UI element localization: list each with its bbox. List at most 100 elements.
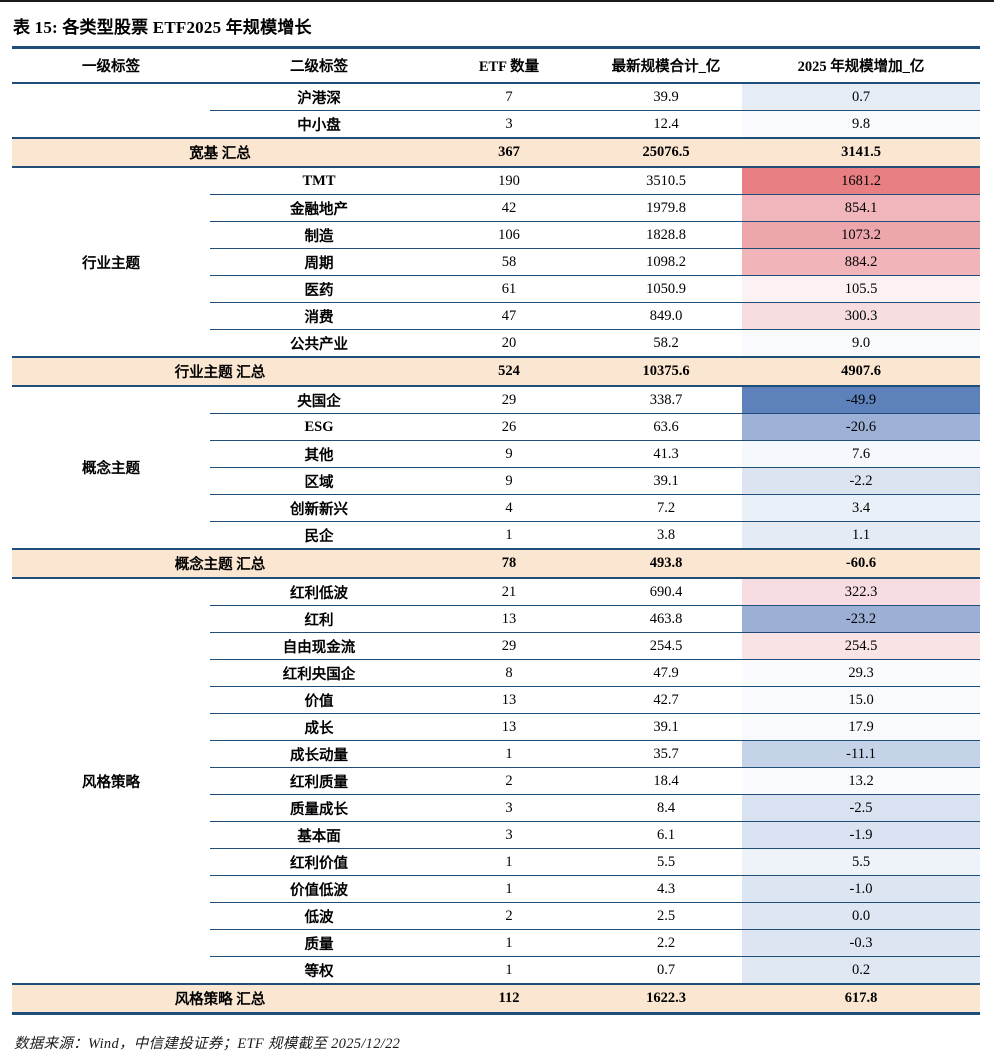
- scale-cell: 63.6: [590, 413, 742, 441]
- category-cell: 创新新兴: [210, 494, 428, 522]
- summary-label-cell: 行业主题 汇总: [12, 356, 428, 387]
- category-cell: 制造: [210, 221, 428, 249]
- category-cell: 区域: [210, 467, 428, 495]
- group-label-cell: 概念主题: [12, 386, 210, 549]
- summary-count-cell: 78: [428, 548, 590, 579]
- change-cell: 0.2: [742, 956, 980, 984]
- data-row: 自由现金流 29 254.5 254.5: [12, 632, 980, 660]
- change-cell: 254.5: [742, 632, 980, 660]
- data-row: 沪港深 7 39.9 0.7: [12, 83, 980, 138]
- scale-cell: 12.4: [590, 110, 742, 138]
- data-row: ESG 26 63.6 -20.6: [12, 413, 980, 441]
- summary-count-cell: 524: [428, 356, 590, 387]
- source-note: 数据来源：Wind，中信建投证券；ETF 规模截至 2025/12/22: [14, 1036, 401, 1052]
- scale-cell: 47.9: [590, 659, 742, 687]
- data-row: 质量 1 2.2 -0.3: [12, 929, 980, 957]
- group-label-cell: 行业主题: [12, 167, 210, 357]
- etf-count-cell: 61: [428, 275, 590, 303]
- change-cell: 9.0: [742, 329, 980, 357]
- etf-count-cell: 29: [428, 386, 590, 414]
- data-row: 价值低波 1 4.3 -1.0: [12, 875, 980, 903]
- category-cell: 消费: [210, 302, 428, 330]
- change-cell: 300.3: [742, 302, 980, 330]
- change-cell: 13.2: [742, 767, 980, 795]
- summary-label-cell: 概念主题 汇总: [12, 548, 428, 579]
- etf-count-cell: 21: [428, 578, 590, 606]
- change-cell: -49.9: [742, 386, 980, 414]
- scale-cell: 463.8: [590, 605, 742, 633]
- data-row: 其他 9 41.3 7.6: [12, 440, 980, 468]
- data-row: 成长动量 1 35.7 -11.1: [12, 740, 980, 768]
- col-header-level1-label: 一级标签: [12, 47, 210, 84]
- table-title: 表 15: 各类型股票 ETF2025 年规模增长: [13, 18, 312, 37]
- summary-change-cell: -60.6: [742, 548, 980, 579]
- scale-cell: 7.2: [590, 494, 742, 522]
- category-cell: 质量: [210, 929, 428, 957]
- etf-scale-growth-table: 一级标签 二级标签 ETF 数量 最新规模合计_亿 2025 年规模增加_亿 沪…: [12, 46, 980, 1015]
- summary-row: 宽基 汇总 367 25076.5 3141.5: [12, 137, 980, 168]
- data-row: 风格策略 红利低波 21 690.4 322.3: [12, 578, 980, 984]
- category-cell: 沪港深: [210, 83, 428, 111]
- change-cell: -1.9: [742, 821, 980, 849]
- scale-cell: 41.3: [590, 440, 742, 468]
- etf-count-cell: 8: [428, 659, 590, 687]
- summary-change-cell: 4907.6: [742, 356, 980, 387]
- data-row: 制造 106 1828.8 1073.2: [12, 221, 980, 249]
- category-cell: TMT: [210, 167, 428, 195]
- data-row: 公共产业 20 58.2 9.0: [12, 329, 980, 357]
- category-cell: 红利: [210, 605, 428, 633]
- etf-count-cell: 58: [428, 248, 590, 276]
- data-row: 红利质量 2 18.4 13.2: [12, 767, 980, 795]
- data-row: 红利价值 1 5.5 5.5: [12, 848, 980, 876]
- data-row: 红利央国企 8 47.9 29.3: [12, 659, 980, 687]
- etf-count-cell: 1: [428, 875, 590, 903]
- data-row: 低波 2 2.5 0.0: [12, 902, 980, 930]
- change-cell: 17.9: [742, 713, 980, 741]
- col-header-2025-increase: 2025 年规模增加_亿: [742, 47, 980, 84]
- scale-cell: 3.8: [590, 521, 742, 549]
- scale-cell: 338.7: [590, 386, 742, 414]
- summary-row: 风格策略 汇总 112 1622.3 617.8: [12, 983, 980, 1015]
- category-cell: 质量成长: [210, 794, 428, 822]
- summary-row: 概念主题 汇总 78 493.8 -60.6: [12, 548, 980, 579]
- etf-count-cell: 13: [428, 686, 590, 714]
- change-cell: -1.0: [742, 875, 980, 903]
- change-cell: -11.1: [742, 740, 980, 768]
- data-row: 消费 47 849.0 300.3: [12, 302, 980, 330]
- col-header-level2-label: 二级标签: [210, 47, 428, 84]
- summary-change-cell: 3141.5: [742, 137, 980, 168]
- data-row: 质量成长 3 8.4 -2.5: [12, 794, 980, 822]
- summary-row: 行业主题 汇总 524 10375.6 4907.6: [12, 356, 980, 387]
- etf-count-cell: 26: [428, 413, 590, 441]
- category-cell: 其他: [210, 440, 428, 468]
- summary-scale-cell: 493.8: [590, 548, 742, 579]
- scale-cell: 1098.2: [590, 248, 742, 276]
- scale-cell: 39.1: [590, 467, 742, 495]
- etf-count-cell: 42: [428, 194, 590, 222]
- category-cell: 红利价值: [210, 848, 428, 876]
- summary-scale-cell: 25076.5: [590, 137, 742, 168]
- category-cell: 自由现金流: [210, 632, 428, 660]
- etf-count-cell: 29: [428, 632, 590, 660]
- etf-count-cell: 1: [428, 740, 590, 768]
- category-cell: 红利低波: [210, 578, 428, 606]
- etf-count-cell: 1: [428, 956, 590, 984]
- change-cell: 1.1: [742, 521, 980, 549]
- change-cell: 0.0: [742, 902, 980, 930]
- change-cell: -2.2: [742, 467, 980, 495]
- category-cell: 等权: [210, 956, 428, 984]
- category-cell: ESG: [210, 413, 428, 441]
- data-row: 周期 58 1098.2 884.2: [12, 248, 980, 276]
- etf-count-cell: 2: [428, 767, 590, 795]
- change-cell: 3.4: [742, 494, 980, 522]
- change-cell: 884.2: [742, 248, 980, 276]
- summary-count-cell: 112: [428, 983, 590, 1015]
- scale-cell: 1979.8: [590, 194, 742, 222]
- category-cell: 医药: [210, 275, 428, 303]
- summary-label-cell: 宽基 汇总: [12, 137, 428, 168]
- category-cell: 成长: [210, 713, 428, 741]
- etf-count-cell: 9: [428, 440, 590, 468]
- etf-count-cell: 1: [428, 929, 590, 957]
- data-row: 红利 13 463.8 -23.2: [12, 605, 980, 633]
- category-cell: 中小盘: [210, 110, 428, 138]
